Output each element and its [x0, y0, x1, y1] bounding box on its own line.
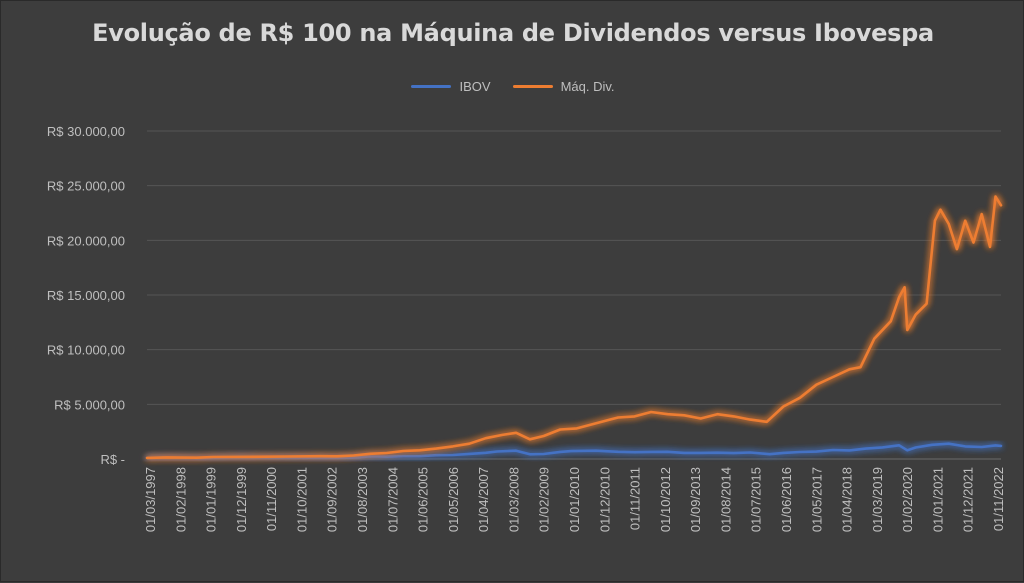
legend: IBOV Máq. Div.: [1, 79, 1024, 94]
series-line-ibov: [145, 442, 1003, 460]
x-tick-label: 01/08/2014: [718, 467, 733, 532]
series-layer: [145, 195, 1003, 460]
y-tick-label: R$ 10.000,00: [47, 343, 125, 358]
series-line-maq-div: [145, 195, 1003, 460]
x-tick-label: 01/07/2004: [385, 467, 400, 532]
x-tick-label: 01/09/2013: [688, 467, 703, 532]
y-tick-label: R$ 25.000,00: [47, 179, 125, 194]
legend-item-maq-div: Máq. Div.: [512, 79, 615, 94]
y-tick-label: R$ 20.000,00: [47, 233, 125, 248]
x-tick-label: 01/12/2021: [961, 467, 976, 532]
grid-layer: [147, 130, 1001, 460]
legend-item-ibov: IBOV: [411, 79, 491, 94]
y-tick-label: R$ 30.000,00: [47, 124, 125, 139]
x-tick-label: 01/04/2007: [476, 467, 491, 532]
x-tick-label: 01/06/2016: [779, 467, 794, 532]
x-tick-label: 01/02/2020: [900, 467, 915, 532]
x-tick-label: 01/02/1998: [173, 467, 188, 532]
x-tick-label: 01/05/2006: [446, 467, 461, 532]
legend-swatch-ibov: [411, 85, 452, 88]
x-tick-label: 01/01/2010: [567, 467, 582, 532]
y-tick-label: R$ 15.000,00: [47, 288, 125, 303]
x-tick-label: 01/04/2018: [840, 467, 855, 532]
x-tick-label: 01/10/2012: [658, 467, 673, 532]
y-tick-label: R$ 5.000,00: [54, 397, 125, 412]
legend-label-ibov: IBOV: [459, 79, 491, 94]
x-tick-label: 01/02/2009: [537, 467, 552, 532]
x-tick-label: 01/11/2011: [628, 467, 643, 530]
x-tick-label: 01/06/2005: [416, 467, 431, 532]
x-tick-label: 01/12/1999: [234, 467, 249, 532]
x-tick-label: 01/03/1997: [143, 467, 158, 532]
x-tick-label: 01/07/2015: [749, 467, 764, 532]
x-tick-label: 01/05/2017: [809, 467, 824, 532]
x-tick-label: 01/03/2019: [870, 467, 885, 532]
x-tick-label: 01/08/2003: [355, 467, 370, 532]
x-tick-label: 01/09/2002: [325, 467, 340, 532]
x-tick-label: 01/03/2008: [506, 467, 521, 532]
x-axis-ticks: 01/03/1997 01/02/1998 01/01/1999 01/12/1999…: [143, 467, 1006, 532]
x-tick-label: 01/01/1999: [204, 467, 219, 532]
x-tick-label: 01/11/2000: [264, 467, 279, 531]
x-tick-label: 01/01/2021: [930, 467, 945, 532]
legend-label-maq-div: Máq. Div.: [560, 79, 615, 94]
y-tick-label: R$ -: [100, 452, 125, 467]
chart-title: Evolução de R$ 100 na Máquina de Dividen…: [92, 19, 934, 47]
x-tick-label: 01/11/2022: [991, 467, 1006, 531]
x-tick-label: 01/12/2010: [597, 467, 612, 532]
x-tick-label: 01/10/2001: [294, 467, 309, 532]
legend-swatch-maq-div: [512, 85, 553, 88]
y-axis-ticks: R$ - R$ 5.000,00 R$ 10.000,00 R$ 15.000,00 R…: [47, 124, 125, 467]
